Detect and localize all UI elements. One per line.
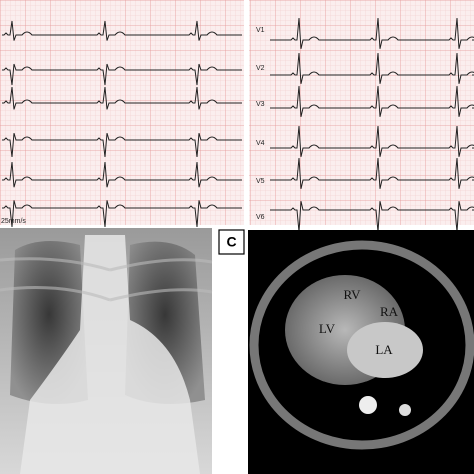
lead-label: V4 — [256, 140, 265, 147]
mri-label: LA — [375, 342, 393, 357]
lead-label: V3 — [256, 101, 265, 108]
mri-vessel — [399, 404, 411, 416]
ecg-trace — [270, 17, 474, 49]
ecg-trace — [2, 200, 242, 228]
lead-label: V2 — [256, 65, 265, 72]
lead-label: V1 — [256, 27, 265, 34]
ecg-trace — [270, 157, 474, 189]
mri-label: RA — [380, 304, 399, 319]
mri-atria — [347, 322, 423, 378]
ecg-trace — [270, 85, 474, 117]
ecg-trace — [270, 125, 474, 157]
ecg-trace — [2, 161, 242, 188]
ecg-trace — [2, 63, 242, 86]
ecg-trace — [2, 86, 242, 110]
mri-chest-wall — [249, 240, 474, 450]
ecg-trace — [270, 52, 474, 84]
lead-label: V6 — [256, 214, 265, 221]
xray-mediastinum — [20, 235, 200, 474]
ecg-trace — [2, 133, 242, 158]
lead-labels: V1 V2 V3 V4 V5 V6 — [256, 27, 265, 221]
ecg-divider — [244, 0, 249, 225]
ecg-traces — [2, 17, 474, 233]
mri-label: RV — [343, 287, 361, 302]
xray-ribs — [0, 257, 213, 302]
panel-label-box — [218, 229, 245, 255]
ecg-grid — [0, 0, 474, 225]
mri-labels: RV RA LV LA — [319, 287, 399, 357]
mri-aorta — [359, 396, 377, 414]
mri-label: LV — [319, 321, 336, 336]
panel-label: C — [226, 234, 236, 250]
ecg-trace — [270, 201, 474, 233]
ecg-speed: 25mm/s — [1, 218, 26, 225]
ecg-trace — [2, 20, 242, 41]
lead-label: V5 — [256, 178, 265, 185]
